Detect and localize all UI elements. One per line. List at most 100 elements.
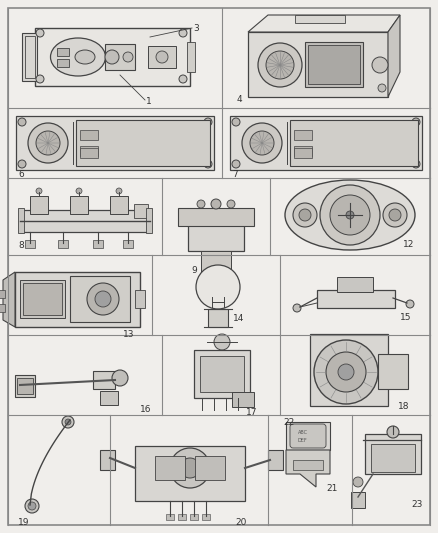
Bar [166, 514, 174, 520]
Bar [248, 32, 388, 97]
Bar [20, 280, 65, 318]
Bar [35, 28, 190, 86]
Ellipse shape [50, 38, 106, 76]
Bar [371, 444, 415, 472]
Bar [80, 130, 98, 140]
Circle shape [116, 188, 122, 194]
Circle shape [123, 52, 133, 62]
Circle shape [266, 51, 294, 79]
Bar [105, 44, 135, 70]
Text: 17: 17 [246, 408, 258, 417]
Text: 19: 19 [18, 518, 29, 527]
Bar [57, 48, 69, 56]
Bar [80, 148, 98, 158]
Bar [100, 450, 115, 470]
Polygon shape [286, 450, 330, 487]
Circle shape [179, 29, 187, 37]
Bar [15, 272, 140, 327]
Circle shape [112, 370, 128, 386]
Bar [305, 42, 363, 87]
Bar [0, 304, 5, 312]
Bar [25, 240, 35, 248]
Polygon shape [248, 15, 400, 32]
Bar [365, 434, 421, 474]
Polygon shape [3, 272, 15, 327]
Bar [18, 208, 24, 233]
Circle shape [204, 160, 212, 168]
Circle shape [76, 188, 82, 194]
Bar [30, 196, 48, 214]
Bar [110, 196, 128, 214]
Circle shape [18, 118, 26, 126]
Bar [187, 42, 195, 72]
Circle shape [330, 195, 370, 235]
Bar [294, 148, 312, 158]
Bar [70, 196, 88, 214]
Circle shape [36, 188, 42, 194]
Circle shape [227, 200, 235, 208]
Text: 21: 21 [326, 484, 337, 493]
Circle shape [28, 123, 68, 163]
Circle shape [372, 57, 388, 73]
Bar [148, 46, 176, 68]
Circle shape [211, 199, 221, 209]
Bar [308, 45, 360, 84]
Circle shape [36, 29, 44, 37]
Text: 14: 14 [233, 314, 244, 323]
Text: ABC: ABC [298, 430, 308, 435]
Circle shape [197, 200, 205, 208]
Text: 4: 4 [237, 95, 243, 104]
Text: 23: 23 [411, 500, 422, 509]
Circle shape [406, 300, 414, 308]
Circle shape [232, 160, 240, 168]
Bar [195, 456, 225, 480]
Circle shape [196, 265, 240, 309]
Bar [58, 240, 68, 248]
Bar [310, 334, 388, 406]
Bar [200, 356, 244, 392]
Bar [293, 460, 323, 470]
Bar [16, 116, 214, 170]
Bar [295, 15, 345, 23]
Text: 7: 7 [232, 170, 238, 179]
Bar [337, 277, 373, 292]
Circle shape [214, 334, 230, 350]
Circle shape [353, 477, 363, 487]
Circle shape [258, 43, 302, 87]
Text: 8: 8 [18, 241, 24, 250]
Bar [25, 36, 35, 78]
Circle shape [87, 283, 119, 315]
Circle shape [62, 416, 74, 428]
Bar [202, 514, 210, 520]
Circle shape [326, 352, 366, 392]
Bar [294, 146, 312, 156]
Circle shape [346, 211, 354, 219]
Circle shape [320, 185, 380, 245]
Bar [17, 378, 33, 394]
Bar [93, 371, 115, 389]
Text: 16: 16 [140, 405, 152, 414]
Circle shape [378, 84, 386, 92]
Bar [0, 290, 5, 298]
Bar [208, 309, 228, 327]
Circle shape [204, 118, 212, 126]
Bar [188, 223, 244, 251]
Circle shape [18, 160, 26, 168]
Bar [134, 204, 148, 218]
Text: 22: 22 [283, 418, 294, 427]
Ellipse shape [285, 180, 415, 250]
Bar [351, 492, 365, 508]
Bar [155, 456, 185, 480]
Circle shape [36, 131, 60, 155]
Bar [100, 391, 118, 405]
Bar [15, 375, 35, 397]
Circle shape [293, 304, 301, 312]
Circle shape [412, 160, 420, 168]
Text: 20: 20 [235, 518, 246, 527]
Circle shape [338, 364, 354, 380]
Bar [23, 283, 62, 315]
Bar [93, 240, 103, 248]
Bar [22, 33, 37, 81]
Bar [76, 120, 210, 166]
Bar [190, 514, 198, 520]
